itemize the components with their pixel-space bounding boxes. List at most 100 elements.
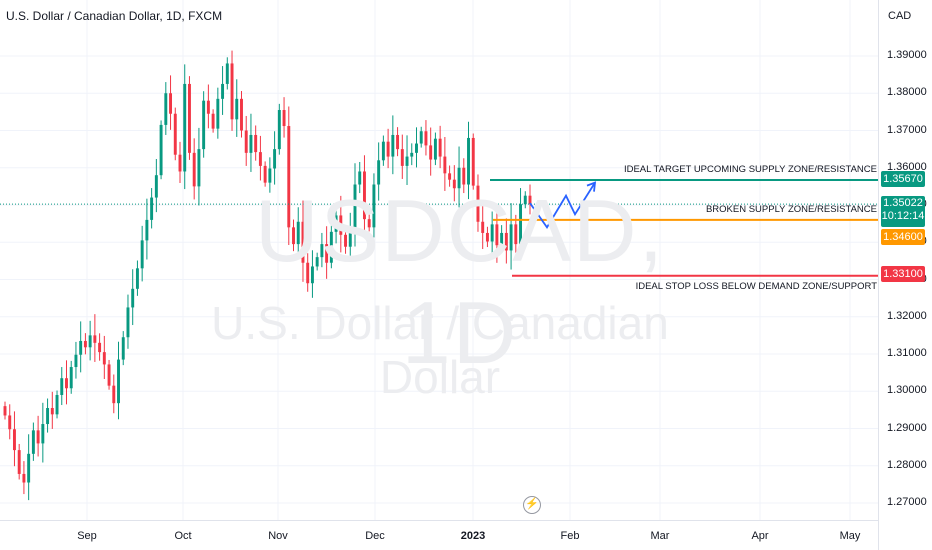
x-tick-label: Feb [560, 530, 580, 542]
candle-body [79, 340, 83, 355]
candle-body [107, 364, 111, 386]
candle-body [353, 184, 357, 228]
candle-body [258, 152, 262, 166]
target-price-tag: 1.35670 [881, 171, 925, 187]
current-price-tag: 1.35022 10:12:14 [881, 196, 925, 227]
candle-body [372, 184, 376, 228]
candle-body [41, 424, 45, 444]
y-tick-label: 1.30000 [887, 384, 927, 397]
candle-body [169, 93, 173, 114]
stop-zone-label: IDEAL STOP LOSS BELOW DEMAND ZONE/SUPPOR… [635, 281, 877, 292]
candle-body [381, 141, 385, 161]
candle-body [287, 126, 291, 228]
candle-body [268, 168, 272, 183]
x-tick-label: May [839, 530, 861, 542]
stop-price-tag: 1.33100 [881, 266, 925, 282]
candle-body [145, 219, 149, 241]
candle-body [528, 195, 532, 205]
candle-body [344, 234, 348, 247]
candle-body [329, 231, 333, 263]
x-tick-label: Oct [174, 530, 192, 542]
y-tick-label: 1.28000 [887, 458, 927, 471]
flash-icon[interactable]: ⚡ [523, 496, 541, 514]
candle-body [452, 179, 456, 189]
candle-body [154, 175, 158, 198]
candle-body [112, 385, 116, 404]
candle-body [254, 134, 258, 153]
candle-body [164, 93, 168, 125]
candle-body [367, 219, 371, 228]
projection-arrowhead [586, 181, 597, 192]
candle-body [457, 167, 461, 189]
candle-body [206, 100, 210, 114]
watermark-name: U.S. Dollar / Canadian Dollar [211, 297, 669, 403]
y-tick-label: 1.36000 [887, 160, 927, 173]
candle-body [509, 224, 513, 251]
candle-body [467, 137, 470, 185]
candle-body [334, 215, 338, 232]
y-tick-label: 1.32000 [887, 309, 927, 322]
bar-countdown: 10:12:14 [881, 210, 925, 222]
candle-body [117, 359, 120, 404]
candle-body [296, 221, 300, 245]
candle-body [135, 268, 139, 289]
candle-body [74, 354, 78, 368]
x-tick-label: 2023 [460, 530, 486, 542]
candle-body [60, 378, 64, 395]
watermark-symbol: USDCAD, 1D [254, 181, 666, 382]
chart-title[interactable]: U.S. Dollar / Canadian Dollar, 1D, FXCM [6, 9, 223, 23]
candle-body [292, 227, 295, 245]
candle-body [173, 113, 177, 155]
axis-currency-label[interactable]: CAD [888, 10, 912, 22]
x-tick-label: Sep [77, 530, 97, 542]
candle-body [249, 134, 253, 153]
candle-body [443, 156, 447, 174]
candle-body [514, 224, 518, 245]
candle-body [306, 262, 310, 284]
candle-body [495, 224, 499, 246]
candle-body [131, 288, 135, 308]
candle-body [88, 335, 92, 348]
candle-body [240, 98, 243, 131]
candle-body [221, 83, 225, 99]
broken-zone-label: BROKEN SUPPLY ZONE/RESISTANCE [705, 204, 877, 215]
x-tick-label: Nov [268, 530, 288, 542]
candle-body [178, 154, 182, 172]
candle-body [159, 124, 163, 176]
candle-body [362, 171, 366, 220]
candle-body [348, 227, 352, 247]
candle-body [519, 204, 523, 245]
candle-body [121, 337, 125, 360]
candle-body [50, 408, 54, 415]
target-zone-label: IDEAL TARGET UPCOMING SUPPLY ZONE/RESIST… [623, 164, 877, 175]
candle-body [65, 378, 68, 389]
x-tick-label: Dec [365, 530, 385, 542]
candle-body [415, 143, 418, 153]
y-tick-label: 1.39000 [887, 49, 927, 61]
candle-body [150, 197, 154, 220]
candle-body [211, 113, 215, 129]
candle-body [31, 430, 35, 454]
candle-body [3, 406, 7, 416]
candle-body [301, 221, 305, 263]
candle-body [202, 100, 206, 150]
y-tick-label: 1.31000 [887, 347, 927, 359]
candle-body [429, 145, 433, 160]
candle-body [27, 453, 31, 483]
y-tick-label: 1.29000 [887, 421, 927, 434]
candle-body [36, 430, 40, 444]
candle-body [504, 232, 508, 251]
y-tick-label: 1.37000 [887, 123, 927, 136]
candle-body [386, 141, 390, 157]
current-price: 1.35022 [883, 197, 923, 209]
candle-body [126, 307, 130, 338]
candle-body [358, 171, 362, 185]
candle-body [377, 160, 381, 185]
candle-body [339, 215, 343, 235]
candle-body [433, 138, 437, 160]
candle-body [140, 240, 144, 269]
candle-body [46, 408, 50, 425]
candle-body [225, 63, 229, 84]
